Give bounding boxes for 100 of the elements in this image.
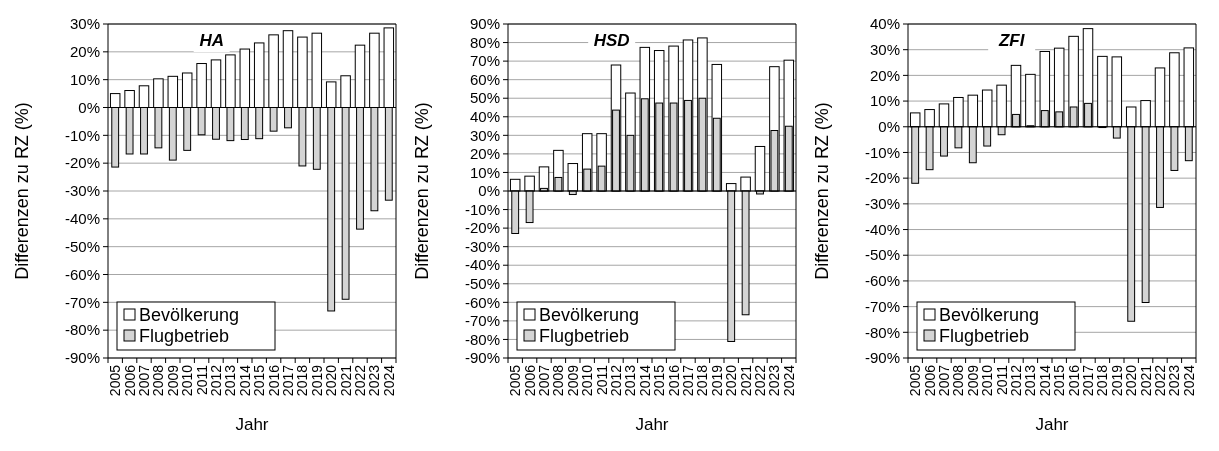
x-tick-label: 2013 xyxy=(622,364,639,397)
y-tick-label: -50% xyxy=(464,275,500,293)
chart-title: HSD xyxy=(593,31,630,50)
y-tick-label: 20% xyxy=(469,145,500,163)
x-tick-label: 2023 xyxy=(766,364,783,397)
y-tick-label: -80% xyxy=(464,330,500,348)
y-tick-label: 40% xyxy=(469,108,500,126)
x-tick-label: 2009 xyxy=(964,364,981,397)
x-tick-label: 2008 xyxy=(950,364,967,397)
x-tick-label: 2008 xyxy=(550,364,567,397)
x-tick-label: 2010 xyxy=(579,364,596,397)
y-tick-label: -60% xyxy=(64,265,100,283)
x-tick-label: 2013 xyxy=(1022,364,1039,397)
legend-label: Bevölkerung xyxy=(539,305,640,326)
y-tick-label: 40% xyxy=(869,15,900,33)
x-tick-label: 2012 xyxy=(607,364,624,397)
x-tick-label: 2011 xyxy=(193,364,210,396)
legend-label: Flugbetrieb xyxy=(139,326,230,347)
x-tick-label: 2019 xyxy=(308,364,325,397)
x-tick-label: 2018 xyxy=(694,364,711,397)
x-tick-label: 2019 xyxy=(1108,364,1125,397)
x-tick-label: 2014 xyxy=(1036,364,1053,397)
y-tick-label: -10% xyxy=(464,200,500,218)
x-tick-label: 2013 xyxy=(222,364,239,397)
x-tick-label: 2018 xyxy=(294,364,311,397)
legend-label: Flugbetrieb xyxy=(539,326,630,347)
x-tick-label: 2020 xyxy=(1123,364,1140,397)
x-tick-label: 2023 xyxy=(1166,364,1183,397)
x-tick-label: 2024 xyxy=(1180,364,1197,397)
y-tick-label: 0% xyxy=(78,98,100,116)
y-tick-label: -40% xyxy=(64,210,100,228)
x-tick-label: 2010 xyxy=(179,364,196,397)
y-tick-label: -70% xyxy=(64,293,100,311)
x-tick-label: 2007 xyxy=(935,364,952,397)
x-tick-label: 2006 xyxy=(121,364,138,397)
legend-label: Flugbetrieb xyxy=(939,326,1030,347)
y-tick-label: 90% xyxy=(469,15,500,33)
x-tick-label: 2011 xyxy=(993,364,1010,396)
x-tick-label: 2022 xyxy=(351,364,368,397)
y-tick-label: -30% xyxy=(64,182,100,200)
y-tick-label: 30% xyxy=(469,126,500,144)
y-tick-label: -20% xyxy=(64,154,100,172)
x-tick-label: 2016 xyxy=(265,364,282,397)
x-tick-label: 2012 xyxy=(207,364,224,397)
x-tick-label: 2020 xyxy=(723,364,740,397)
x-tick-label: 2006 xyxy=(921,364,938,397)
y-tick-label: 0% xyxy=(878,118,900,136)
y-tick-label: -20% xyxy=(864,169,900,187)
x-axis-title: Jahr xyxy=(1035,415,1069,434)
x-tick-label: 2024 xyxy=(380,364,397,397)
y-tick-label: -90% xyxy=(464,349,500,367)
y-tick-label: -90% xyxy=(64,349,100,367)
legend-label: Bevölkerung xyxy=(139,305,240,326)
y-tick-label: 10% xyxy=(869,92,900,110)
chart-title: ZFI xyxy=(997,31,1026,50)
y-tick-label: 20% xyxy=(69,43,100,61)
x-tick-label: 2007 xyxy=(535,364,552,397)
x-tick-label: 2020 xyxy=(323,364,340,397)
x-tick-label: 2021 xyxy=(1137,364,1154,397)
y-tick-label: -40% xyxy=(864,220,900,238)
y-tick-label: 10% xyxy=(69,70,100,88)
y-tick-label: -50% xyxy=(64,237,100,255)
x-tick-label: 2012 xyxy=(1007,364,1024,397)
legend-label: Bevölkerung xyxy=(939,305,1040,326)
y-tick-label: 70% xyxy=(469,52,500,70)
y-tick-label: -20% xyxy=(464,219,500,237)
x-tick-label: 2022 xyxy=(1151,364,1168,397)
y-tick-label: 0% xyxy=(478,182,500,200)
y-tick-label: -30% xyxy=(864,195,900,213)
y-tick-label: 20% xyxy=(869,66,900,84)
x-tick-label: 2006 xyxy=(521,364,538,397)
y-tick-label: 60% xyxy=(469,70,500,88)
y-tick-label: -50% xyxy=(864,246,900,264)
x-tick-label: 2015 xyxy=(251,364,268,397)
y-tick-label: -70% xyxy=(464,312,500,330)
x-tick-label: 2014 xyxy=(236,364,253,397)
x-tick-label: 2021 xyxy=(337,364,354,397)
x-tick-label: 2024 xyxy=(780,364,797,397)
y-tick-label: -80% xyxy=(864,323,900,341)
x-axis-title: Jahr xyxy=(235,415,269,434)
x-tick-label: 2007 xyxy=(135,364,152,397)
y-tick-label: 30% xyxy=(869,40,900,58)
x-tick-label: 2019 xyxy=(708,364,725,397)
x-tick-label: 2016 xyxy=(665,364,682,397)
y-tick-label: -90% xyxy=(864,349,900,367)
x-tick-label: 2005 xyxy=(907,364,924,397)
x-axis-title: Jahr xyxy=(635,415,669,434)
x-tick-label: 2018 xyxy=(1094,364,1111,397)
y-axis-title: Differenzen zu RZ (%) xyxy=(412,102,432,280)
y-tick-label: 50% xyxy=(469,89,500,107)
y-axis-title: Differenzen zu RZ (%) xyxy=(812,102,832,280)
x-tick-label: 2016 xyxy=(1065,364,1082,397)
chart-title: HA xyxy=(199,31,224,50)
x-tick-label: 2015 xyxy=(1051,364,1068,397)
x-tick-label: 2022 xyxy=(751,364,768,397)
y-tick-label: -10% xyxy=(64,126,100,144)
x-tick-label: 2009 xyxy=(164,364,181,397)
y-tick-label: 30% xyxy=(69,15,100,33)
y-tick-label: -60% xyxy=(864,272,900,290)
x-tick-label: 2014 xyxy=(636,364,653,397)
